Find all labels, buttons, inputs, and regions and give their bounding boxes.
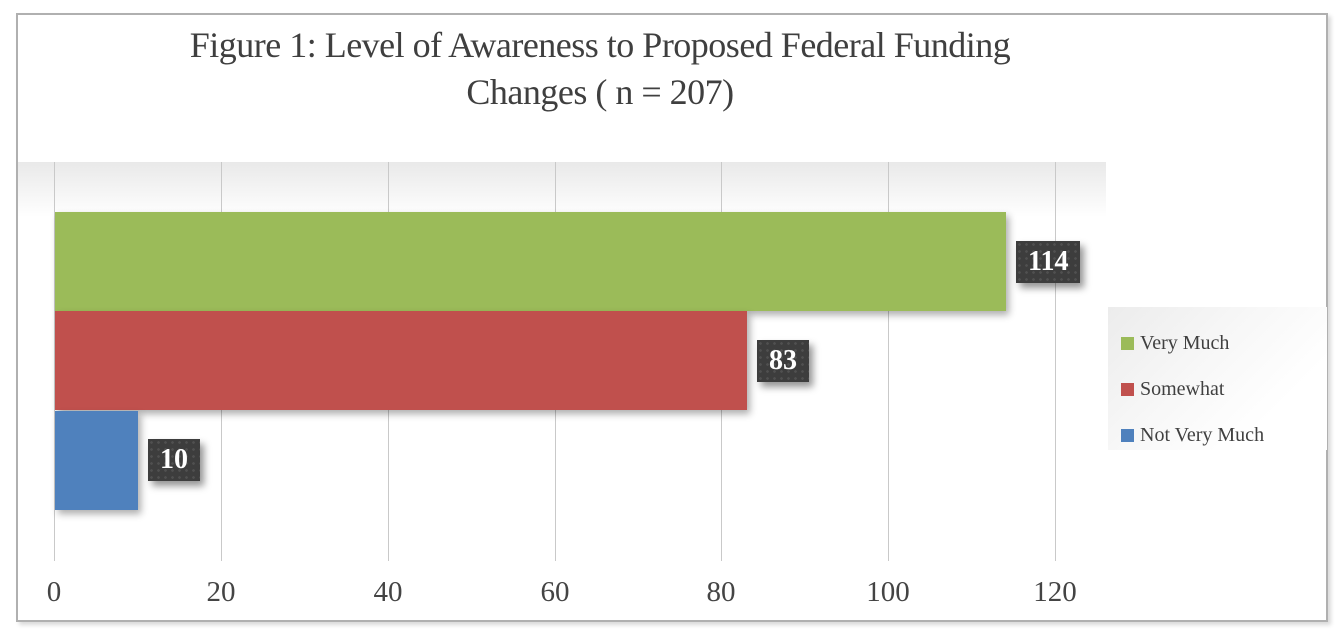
chart-title-line2: Changes ( n = 207): [466, 72, 734, 112]
legend-item: Somewhat: [1108, 366, 1327, 412]
x-axis-tick-label: 40: [373, 576, 403, 608]
legend-label: Very Much: [1140, 331, 1230, 354]
gridline: [1055, 162, 1056, 561]
legend-label: Somewhat: [1140, 377, 1225, 400]
chart-title-line1: Figure 1: Level of Awareness to Proposed…: [189, 25, 1011, 65]
x-axis-tick-label: 60: [540, 576, 570, 608]
data-label: 114: [1016, 241, 1081, 283]
gridline: [54, 162, 55, 561]
legend-swatch-icon: [1121, 382, 1134, 396]
plot-area-background: [18, 162, 1106, 217]
legend-label: Not Very Much: [1140, 423, 1265, 446]
chart-title: Figure 1: Level of Awareness to Proposed…: [0, 22, 1200, 116]
x-axis-tick-label: 0: [46, 576, 62, 608]
data-label: 83: [757, 340, 809, 382]
legend-item: Very Much: [1108, 320, 1327, 366]
x-axis-tick-label: 120: [1033, 576, 1077, 608]
legend-swatch-icon: [1121, 336, 1134, 350]
gridline: [888, 162, 889, 561]
legend: Very Much Somewhat Not Very Much: [1108, 307, 1327, 450]
x-axis-tick-label: 80: [706, 576, 736, 608]
bar-very-much: [55, 212, 1006, 311]
legend-item: Not Very Much: [1108, 412, 1327, 458]
data-label: 10: [148, 439, 200, 481]
bar-somewhat: [55, 311, 747, 410]
x-axis-tick-label: 100: [866, 576, 910, 608]
bar-not-very-much: [55, 411, 138, 510]
x-axis-tick-label: 20: [206, 576, 236, 608]
legend-swatch-icon: [1121, 428, 1134, 442]
